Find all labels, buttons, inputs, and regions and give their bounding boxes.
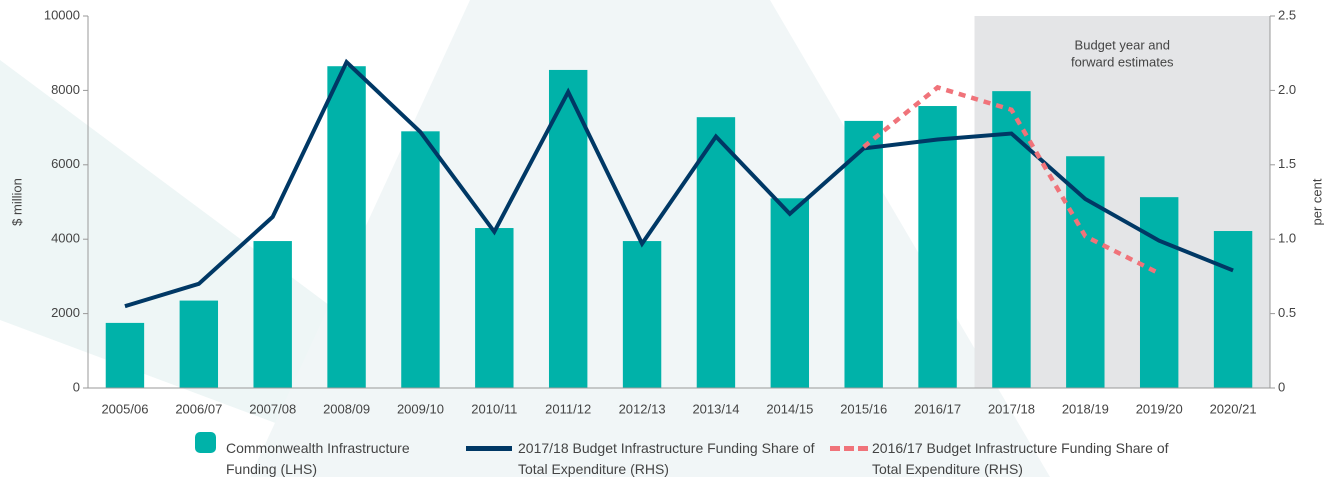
annotation: Budget year and	[1075, 37, 1170, 52]
bar	[770, 198, 810, 388]
x-tick-label: 2005/06	[101, 401, 148, 416]
legend-label: 2016/17 Budget Infrastructure Funding Sh…	[872, 440, 1169, 477]
legend-label: Commonwealth Infrastructure Funding (LHS…	[226, 440, 410, 477]
x-tick-label: 2012/13	[619, 401, 666, 416]
bar	[327, 66, 366, 388]
bar	[696, 117, 736, 389]
x-tick-label: 2006/07	[175, 401, 222, 416]
legend-swatch	[195, 432, 216, 453]
y2-tick-label: 2.0	[1278, 82, 1296, 97]
bar	[992, 91, 1031, 389]
x-tick-label: 2018/19	[1062, 401, 1109, 416]
x-tick-label: 2015/16	[840, 401, 887, 416]
y-tick-label: 8000	[51, 82, 80, 97]
y-tick-label: 2000	[51, 305, 80, 320]
y-tick-label: 6000	[51, 156, 80, 171]
x-tick-label: 2020/21	[1210, 401, 1257, 416]
bar	[179, 300, 219, 388]
x-tick-label: 2013/14	[692, 401, 739, 416]
legend-swatch	[466, 446, 512, 451]
y-tick-label: 10000	[44, 7, 80, 22]
bar	[1139, 197, 1179, 388]
legend-label: 2017/18 Budget Infrastructure Funding Sh…	[518, 440, 815, 477]
y-tick-label: 4000	[51, 231, 80, 246]
y2-axis-label: per cent	[1309, 178, 1324, 225]
line	[862, 84, 1161, 276]
bar	[105, 322, 145, 388]
y2-tick-label: 2.5	[1278, 7, 1296, 22]
x-tick-label: 2019/20	[1136, 401, 1183, 416]
x-tick-label: 2009/10	[397, 401, 444, 416]
bar	[622, 241, 662, 388]
bar	[253, 241, 292, 388]
y2-tick-label: 1.0	[1278, 231, 1296, 246]
x-tick-label: 2008/09	[323, 401, 370, 416]
bar	[548, 69, 588, 388]
y2-tick-label: 0.5	[1278, 305, 1296, 320]
x-tick-label: 2011/12	[545, 401, 591, 416]
y2-tick-label: 1.5	[1278, 156, 1296, 171]
bar	[475, 228, 514, 388]
bar	[844, 120, 883, 389]
y-axis-label: $ million	[9, 178, 24, 226]
legend-swatch	[830, 446, 868, 451]
annotation: forward estimates	[1071, 54, 1174, 69]
bar	[401, 131, 440, 388]
x-tick-label: 2016/17	[914, 401, 961, 416]
bar	[1066, 156, 1105, 388]
x-tick-label: 2007/08	[249, 401, 296, 416]
y-tick-label: 0	[73, 379, 80, 394]
bar	[1213, 231, 1253, 388]
x-tick-label: 2014/15	[766, 401, 813, 416]
x-tick-label: 2010/11	[471, 401, 517, 416]
bar	[918, 106, 957, 389]
line	[124, 58, 1234, 309]
y2-tick-label: 0	[1278, 379, 1285, 394]
x-tick-label: 2017/18	[988, 401, 1035, 416]
